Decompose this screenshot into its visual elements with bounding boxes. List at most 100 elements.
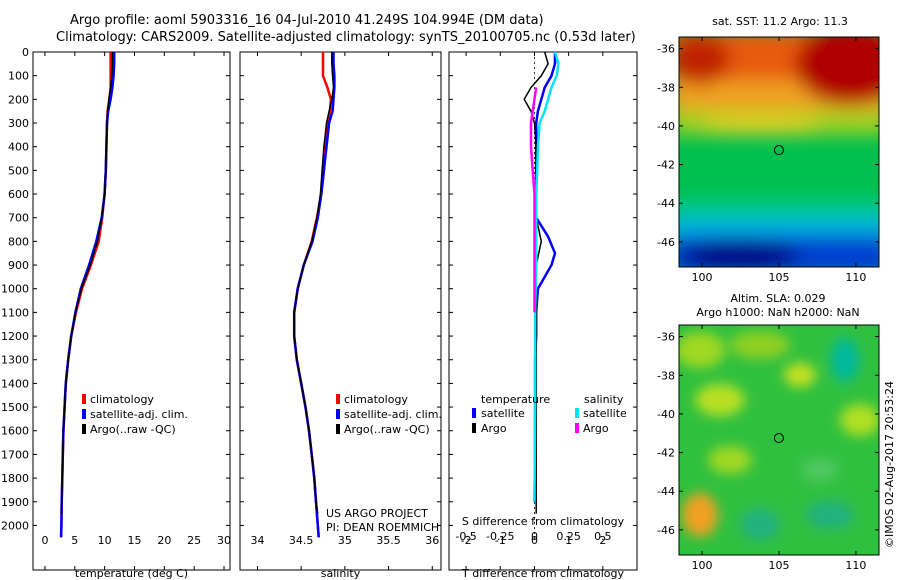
depth-tick-label: 1100 bbox=[1, 306, 29, 319]
depth-tick-label: 800 bbox=[8, 235, 29, 248]
sla-map-field bbox=[679, 325, 879, 555]
s-diff-axis-label: S difference from climatology bbox=[462, 515, 625, 528]
sst_map-ytick-label: -40 bbox=[657, 120, 675, 133]
x-tick-label: -1 bbox=[495, 534, 506, 547]
credit-stamp: ©IMOS 02-Aug-2017 20:53:24 bbox=[883, 381, 896, 548]
depth-tick-label: 600 bbox=[8, 188, 29, 201]
x-tick-label: 36 bbox=[425, 534, 439, 547]
depth-tick-label: 1500 bbox=[1, 401, 29, 414]
depth-tick-label: 1400 bbox=[1, 377, 29, 390]
figure-title-line2: Climatology: CARS2009. Satellite-adjuste… bbox=[56, 30, 636, 45]
depth-tick-label: 400 bbox=[8, 141, 29, 154]
sla_map-ytick-label: -42 bbox=[657, 447, 675, 460]
x-tick-label: 35.5 bbox=[376, 534, 401, 547]
sst_map-ytick-label: -44 bbox=[657, 197, 675, 210]
sla_map-ytick-label: -36 bbox=[657, 331, 675, 344]
sst_map-xtick-label: 105 bbox=[769, 271, 790, 284]
x-tick-label: 0 bbox=[531, 534, 538, 547]
temperature-frame bbox=[32, 51, 231, 571]
sla_map-ytick-label: -44 bbox=[657, 485, 675, 498]
legend-s-label: satellite bbox=[583, 407, 627, 420]
sla_map-xtick-label: 110 bbox=[845, 559, 866, 572]
sla_map-xtick-label: 100 bbox=[692, 559, 713, 572]
sla_map-ytick-label: -46 bbox=[657, 524, 675, 537]
legend-t-label: Argo bbox=[481, 422, 507, 435]
depth-tick-label: 700 bbox=[8, 212, 29, 225]
x-tick-label: -2 bbox=[461, 534, 472, 547]
sla_map-profile-marker bbox=[773, 433, 784, 444]
salinity-legend-label: climatology bbox=[344, 393, 408, 406]
sla_map-ytick-label: -40 bbox=[657, 408, 675, 421]
legend-salinity-title: salinity bbox=[584, 393, 624, 406]
depth-tick-label: 1200 bbox=[1, 330, 29, 343]
depth-tick-label: 1300 bbox=[1, 354, 29, 367]
depth-tick-label: 500 bbox=[8, 164, 29, 177]
sst_map-ytick-label: -42 bbox=[657, 159, 675, 172]
depth-tick-label: 2000 bbox=[1, 519, 29, 532]
x-tick-label: 10 bbox=[98, 534, 112, 547]
depth-tick-label: 1600 bbox=[1, 425, 29, 438]
sla_map-ytick-label: -38 bbox=[657, 369, 675, 382]
depth-tick-label: 100 bbox=[8, 70, 29, 83]
project-pi: PI: DEAN ROEMMICH bbox=[326, 521, 439, 534]
temperature-xlabel: temperature (deg C) bbox=[75, 567, 188, 580]
x-tick-label: 34 bbox=[250, 534, 264, 547]
salinity-legend-label: Argo(..raw -QC) bbox=[344, 423, 430, 436]
sst_map-profile-marker bbox=[773, 145, 784, 156]
project-name: US ARGO PROJECT bbox=[326, 507, 428, 520]
temperature-legend-label: climatology bbox=[90, 393, 154, 406]
depth-tick-label: 1800 bbox=[1, 472, 29, 485]
depth-tick-label: 200 bbox=[8, 93, 29, 106]
x-tick-label: 30 bbox=[217, 534, 231, 547]
sst_map-ytick-label: -36 bbox=[657, 43, 675, 56]
x-tick-label: 20 bbox=[157, 534, 171, 547]
x-tick-label: 0 bbox=[41, 534, 48, 547]
depth-tick-label: 300 bbox=[8, 117, 29, 130]
sst_map-xtick-label: 100 bbox=[692, 271, 713, 284]
s-diff-tick-label: 0.5 bbox=[594, 530, 612, 543]
depth-tick-label: 0 bbox=[22, 46, 29, 59]
differences-frame bbox=[448, 51, 638, 571]
sst-map-field bbox=[679, 37, 879, 267]
x-tick-label: 2 bbox=[599, 534, 606, 547]
differences-series-salinity-argo bbox=[529, 87, 538, 313]
differences-series-temperature-satellite bbox=[533, 52, 557, 502]
x-tick-label: 34.5 bbox=[289, 534, 314, 547]
salinity-frame bbox=[239, 51, 442, 571]
salinity-xlabel: salinity bbox=[321, 567, 361, 580]
depth-tick-label: 1900 bbox=[1, 496, 29, 509]
differences-xlabel: T difference from climatology bbox=[461, 567, 624, 580]
temperature-legend-label: satellite-adj. clim. bbox=[90, 408, 188, 421]
x-tick-label: 1 bbox=[565, 534, 572, 547]
depth-tick-label: 900 bbox=[8, 259, 29, 272]
temperature-legend-label: Argo(..raw -QC) bbox=[90, 423, 176, 436]
legend-t-label: satellite bbox=[481, 407, 525, 420]
x-tick-label: 5 bbox=[71, 534, 78, 547]
salinity-legend-label: satellite-adj. clim. bbox=[344, 408, 442, 421]
sst_map-ytick-label: -46 bbox=[657, 236, 675, 249]
sst_map-xtick-label: 110 bbox=[845, 271, 866, 284]
salinity-series-argo-raw-qc- bbox=[293, 52, 335, 514]
salinity-series-satellite-adj-clim- bbox=[292, 52, 336, 538]
x-tick-label: 25 bbox=[187, 534, 201, 547]
sla_map-xtick-label: 105 bbox=[769, 559, 790, 572]
temperature-series-climatology bbox=[59, 52, 112, 538]
s-diff-tick-label: -0.5 bbox=[455, 530, 476, 543]
differences-series-salinity-satellite bbox=[533, 51, 560, 502]
legend-s-label: Argo bbox=[583, 422, 609, 435]
x-tick-label: 35 bbox=[338, 534, 352, 547]
sla-map-title-line2: Argo h1000: NaN h2000: NaN bbox=[696, 306, 859, 319]
legend-temperature-title: temperature bbox=[481, 393, 550, 406]
figure-title-line1: Argo profile: aoml 5903316_16 04-Jul-201… bbox=[70, 13, 544, 28]
sla-map-title-line1: Altim. SLA: 0.029 bbox=[730, 292, 825, 305]
depth-tick-label: 1000 bbox=[1, 283, 29, 296]
s-diff-tick-label: -0.25 bbox=[486, 530, 514, 543]
x-tick-label: 15 bbox=[127, 534, 141, 547]
sst-map-title: sat. SST: 11.2 Argo: 11.3 bbox=[712, 15, 848, 28]
temperature-series-argo-raw-qc- bbox=[60, 52, 114, 514]
s-diff-tick-label: 0.25 bbox=[556, 530, 581, 543]
depth-tick-label: 1700 bbox=[1, 448, 29, 461]
s-diff-tick-label: 0 bbox=[531, 530, 538, 543]
sst_map-ytick-label: -38 bbox=[657, 81, 675, 94]
